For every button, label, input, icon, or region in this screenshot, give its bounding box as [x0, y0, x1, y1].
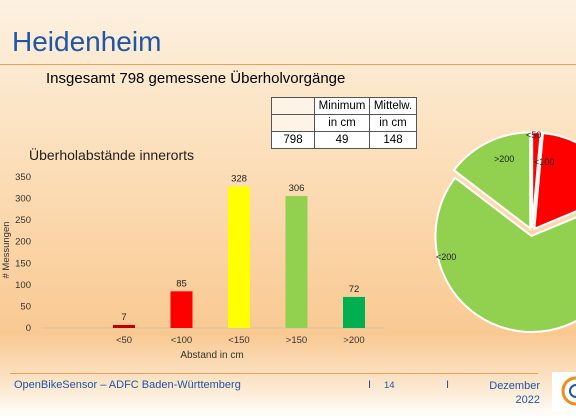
stats-value-count: 798 [271, 131, 315, 149]
bar-data-label: 72 [349, 284, 360, 295]
footer-date-year: 2022 [515, 394, 540, 406]
bar [228, 186, 250, 328]
stats-unit-minimum: in cm [314, 114, 370, 132]
footer-divider [10, 373, 538, 374]
stats-value-minimum: 49 [314, 131, 370, 149]
pie-slice [452, 131, 532, 231]
bar [343, 296, 365, 328]
stats-header-minimum: Minimum [314, 97, 370, 115]
pie-slice-label: <50 [526, 130, 541, 140]
pie-slice [434, 176, 576, 333]
pie-slice-label: >200 [494, 154, 514, 164]
bar-data-label: 7 [121, 312, 126, 323]
stats-unit-mean: in cm [369, 114, 417, 132]
y-tick-label: 50 [20, 301, 31, 312]
footer-separator: I [368, 379, 372, 391]
bar [285, 195, 308, 328]
bar [170, 291, 193, 328]
slide-title: Heidenheim [12, 26, 162, 57]
y-tick-label: 200 [15, 237, 31, 248]
stats-header-mean: Mittelw. [369, 97, 417, 115]
footer-organization: OpenBikeSensor – ADFC Baden-Württemberg [14, 379, 241, 391]
pie-slice [531, 131, 542, 229]
pie-slice-label: <200 [436, 252, 456, 262]
y-tick-label: 150 [15, 258, 31, 269]
footer-page-number: 14 [384, 380, 395, 391]
stats-cell-blank [271, 114, 315, 132]
title-divider [0, 64, 576, 65]
stats-table: Minimum Mittelw. in cm in cm 798 49 148 [271, 97, 417, 149]
bar-data-label: 85 [176, 278, 187, 289]
stats-values-row: 798 49 148 [271, 131, 417, 149]
y-tick-label: 0 [26, 323, 31, 334]
pie-slice [533, 132, 576, 231]
footer-date: Dezember 2022 [478, 379, 540, 407]
x-tick-label: <50 [116, 335, 132, 346]
x-tick-label: >150 [286, 335, 307, 346]
x-tick-label: <150 [228, 335, 249, 346]
slide-subtitle: Insgesamt 798 gemessene Überholvorgänge [46, 70, 346, 87]
bar-chart: 0 50 100 150 200 250 300 350 7 <50 85 <100 328 <150 30… [1, 172, 385, 361]
y-tick-label: 300 [15, 194, 31, 205]
y-axis-title: # Messungen [1, 221, 12, 278]
pie-chart: <50 <100 <200 >200 [434, 130, 576, 333]
y-tick-label: 350 [15, 172, 31, 183]
stats-cell-blank [271, 97, 315, 115]
y-tick-label: 250 [15, 215, 31, 226]
footer-separator: I [446, 379, 450, 391]
stats-units-row: in cm in cm [271, 114, 417, 132]
footer-date-month: Dezember [489, 380, 540, 392]
stats-value-mean: 148 [369, 131, 417, 149]
y-tick-label: 100 [15, 280, 31, 291]
x-tick-label: >200 [343, 335, 364, 346]
bar-data-label: 306 [289, 183, 305, 194]
x-axis-title: Abstand in cm [180, 350, 243, 361]
bar-chart-title: Überholabstände innerorts [29, 147, 194, 163]
x-tick-label: <100 [171, 335, 192, 346]
bar [113, 324, 135, 328]
pie-slice-label: <100 [534, 157, 554, 167]
openbikesensor-logo [552, 372, 576, 412]
stats-header-row: Minimum Mittelw. [271, 97, 417, 115]
bar-data-label: 328 [231, 173, 247, 184]
